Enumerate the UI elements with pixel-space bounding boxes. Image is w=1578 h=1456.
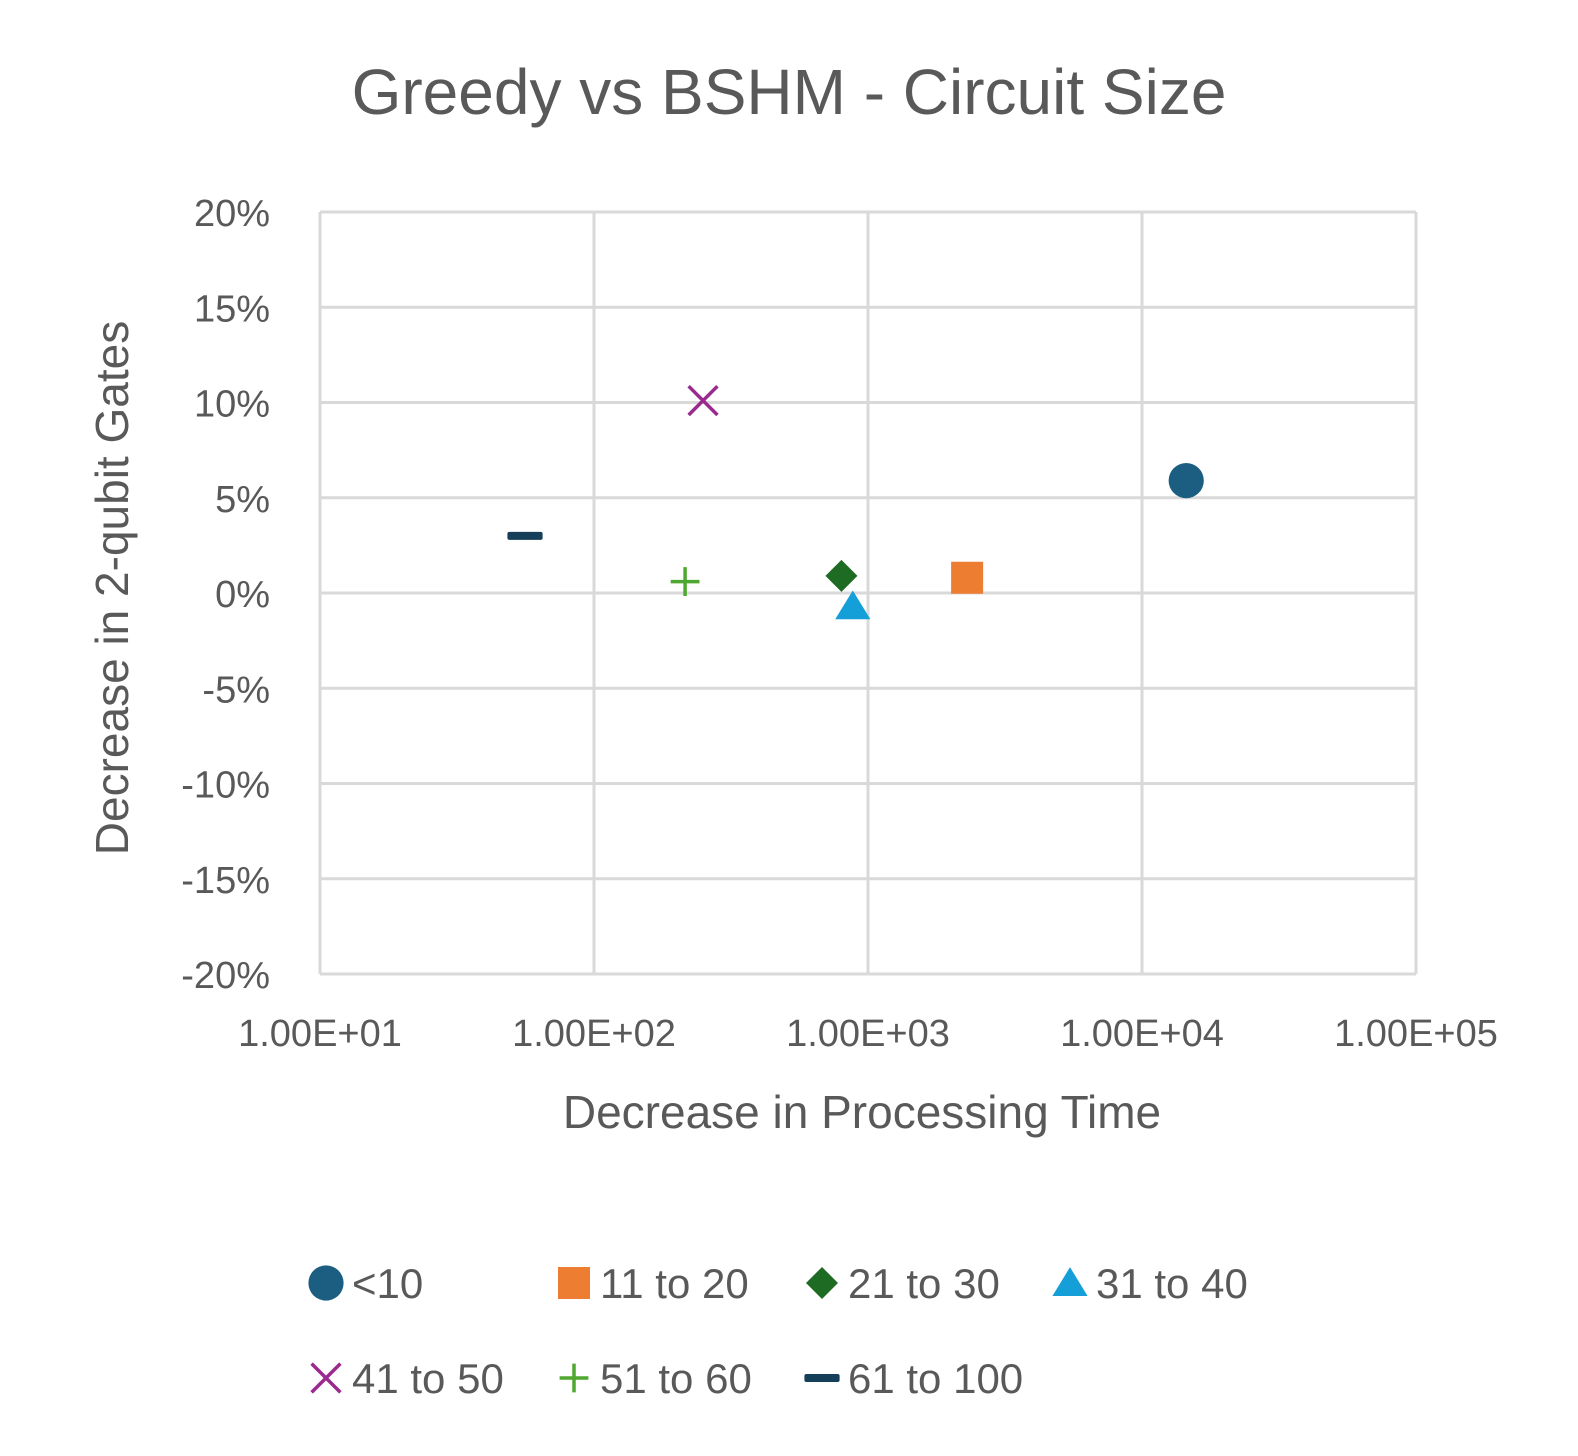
- legend-marker: [558, 1267, 590, 1299]
- legend-label: 41 to 50: [352, 1355, 504, 1402]
- legend-item: 61 to 100: [804, 1355, 1023, 1402]
- y-tick-label: -10%: [181, 765, 270, 807]
- legend-item: 31 to 40: [1052, 1260, 1248, 1307]
- x-tick-label: 1.00E+05: [1334, 1013, 1498, 1055]
- y-tick-label: 5%: [215, 479, 270, 521]
- legend-item: <10: [308, 1260, 423, 1307]
- legend-marker: [806, 1267, 838, 1299]
- legend: <10 11 to 20 21 to 30 31 to 40 41 to 50 51 to…: [308, 1260, 1248, 1402]
- legend-marker: [310, 1362, 342, 1394]
- legend-label: 11 to 20: [600, 1260, 749, 1307]
- x-axis-label: Decrease in Processing Time: [563, 1086, 1161, 1138]
- y-axis-ticks: 20% 15% 10% 5% 0% -5% -10% -15% -20%: [181, 193, 270, 997]
- data-point: [1168, 463, 1204, 499]
- legend-label: 31 to 40: [1096, 1260, 1248, 1307]
- legend-marker: [1052, 1267, 1088, 1296]
- data-point: [670, 567, 700, 596]
- data-point: [507, 531, 543, 540]
- y-tick-label: 0%: [215, 574, 270, 616]
- x-tick-label: 1.00E+01: [238, 1013, 402, 1055]
- grid: [318, 210, 1418, 976]
- y-tick-label: -15%: [181, 860, 270, 902]
- legend-item: 41 to 50: [310, 1355, 504, 1402]
- legend-label: 61 to 100: [848, 1355, 1023, 1402]
- legend-label: <10: [352, 1260, 423, 1307]
- x-axis-ticks: 1.00E+01 1.00E+02 1.00E+03 1.00E+04 1.00E+05: [238, 1013, 1498, 1055]
- data-point: [825, 559, 858, 592]
- x-tick-label: 1.00E+04: [1060, 1013, 1224, 1055]
- y-tick-label: -20%: [181, 955, 270, 997]
- data-point: [951, 561, 984, 594]
- y-axis-label: Decrease in 2-qubit Gates: [86, 321, 138, 855]
- legend-marker: [308, 1265, 344, 1301]
- data-points: [507, 384, 1204, 620]
- chart-title: Greedy vs BSHM - Circuit Size: [352, 56, 1227, 128]
- legend-item: 21 to 30: [806, 1260, 1000, 1307]
- legend-label: 51 to 60: [600, 1355, 752, 1402]
- legend-label: 21 to 30: [848, 1260, 1000, 1307]
- x-tick-label: 1.00E+02: [512, 1013, 676, 1055]
- data-point: [835, 590, 871, 620]
- legend-marker: [804, 1374, 840, 1382]
- y-tick-label: 15%: [194, 288, 270, 330]
- y-tick-label: 10%: [194, 384, 270, 426]
- y-tick-label: -5%: [202, 669, 270, 711]
- y-tick-label: 20%: [194, 193, 270, 235]
- x-tick-label: 1.00E+03: [786, 1013, 950, 1055]
- data-point: [687, 384, 719, 417]
- legend-item: 11 to 20: [558, 1260, 749, 1307]
- legend-marker: [559, 1363, 589, 1393]
- legend-item: 51 to 60: [559, 1355, 752, 1402]
